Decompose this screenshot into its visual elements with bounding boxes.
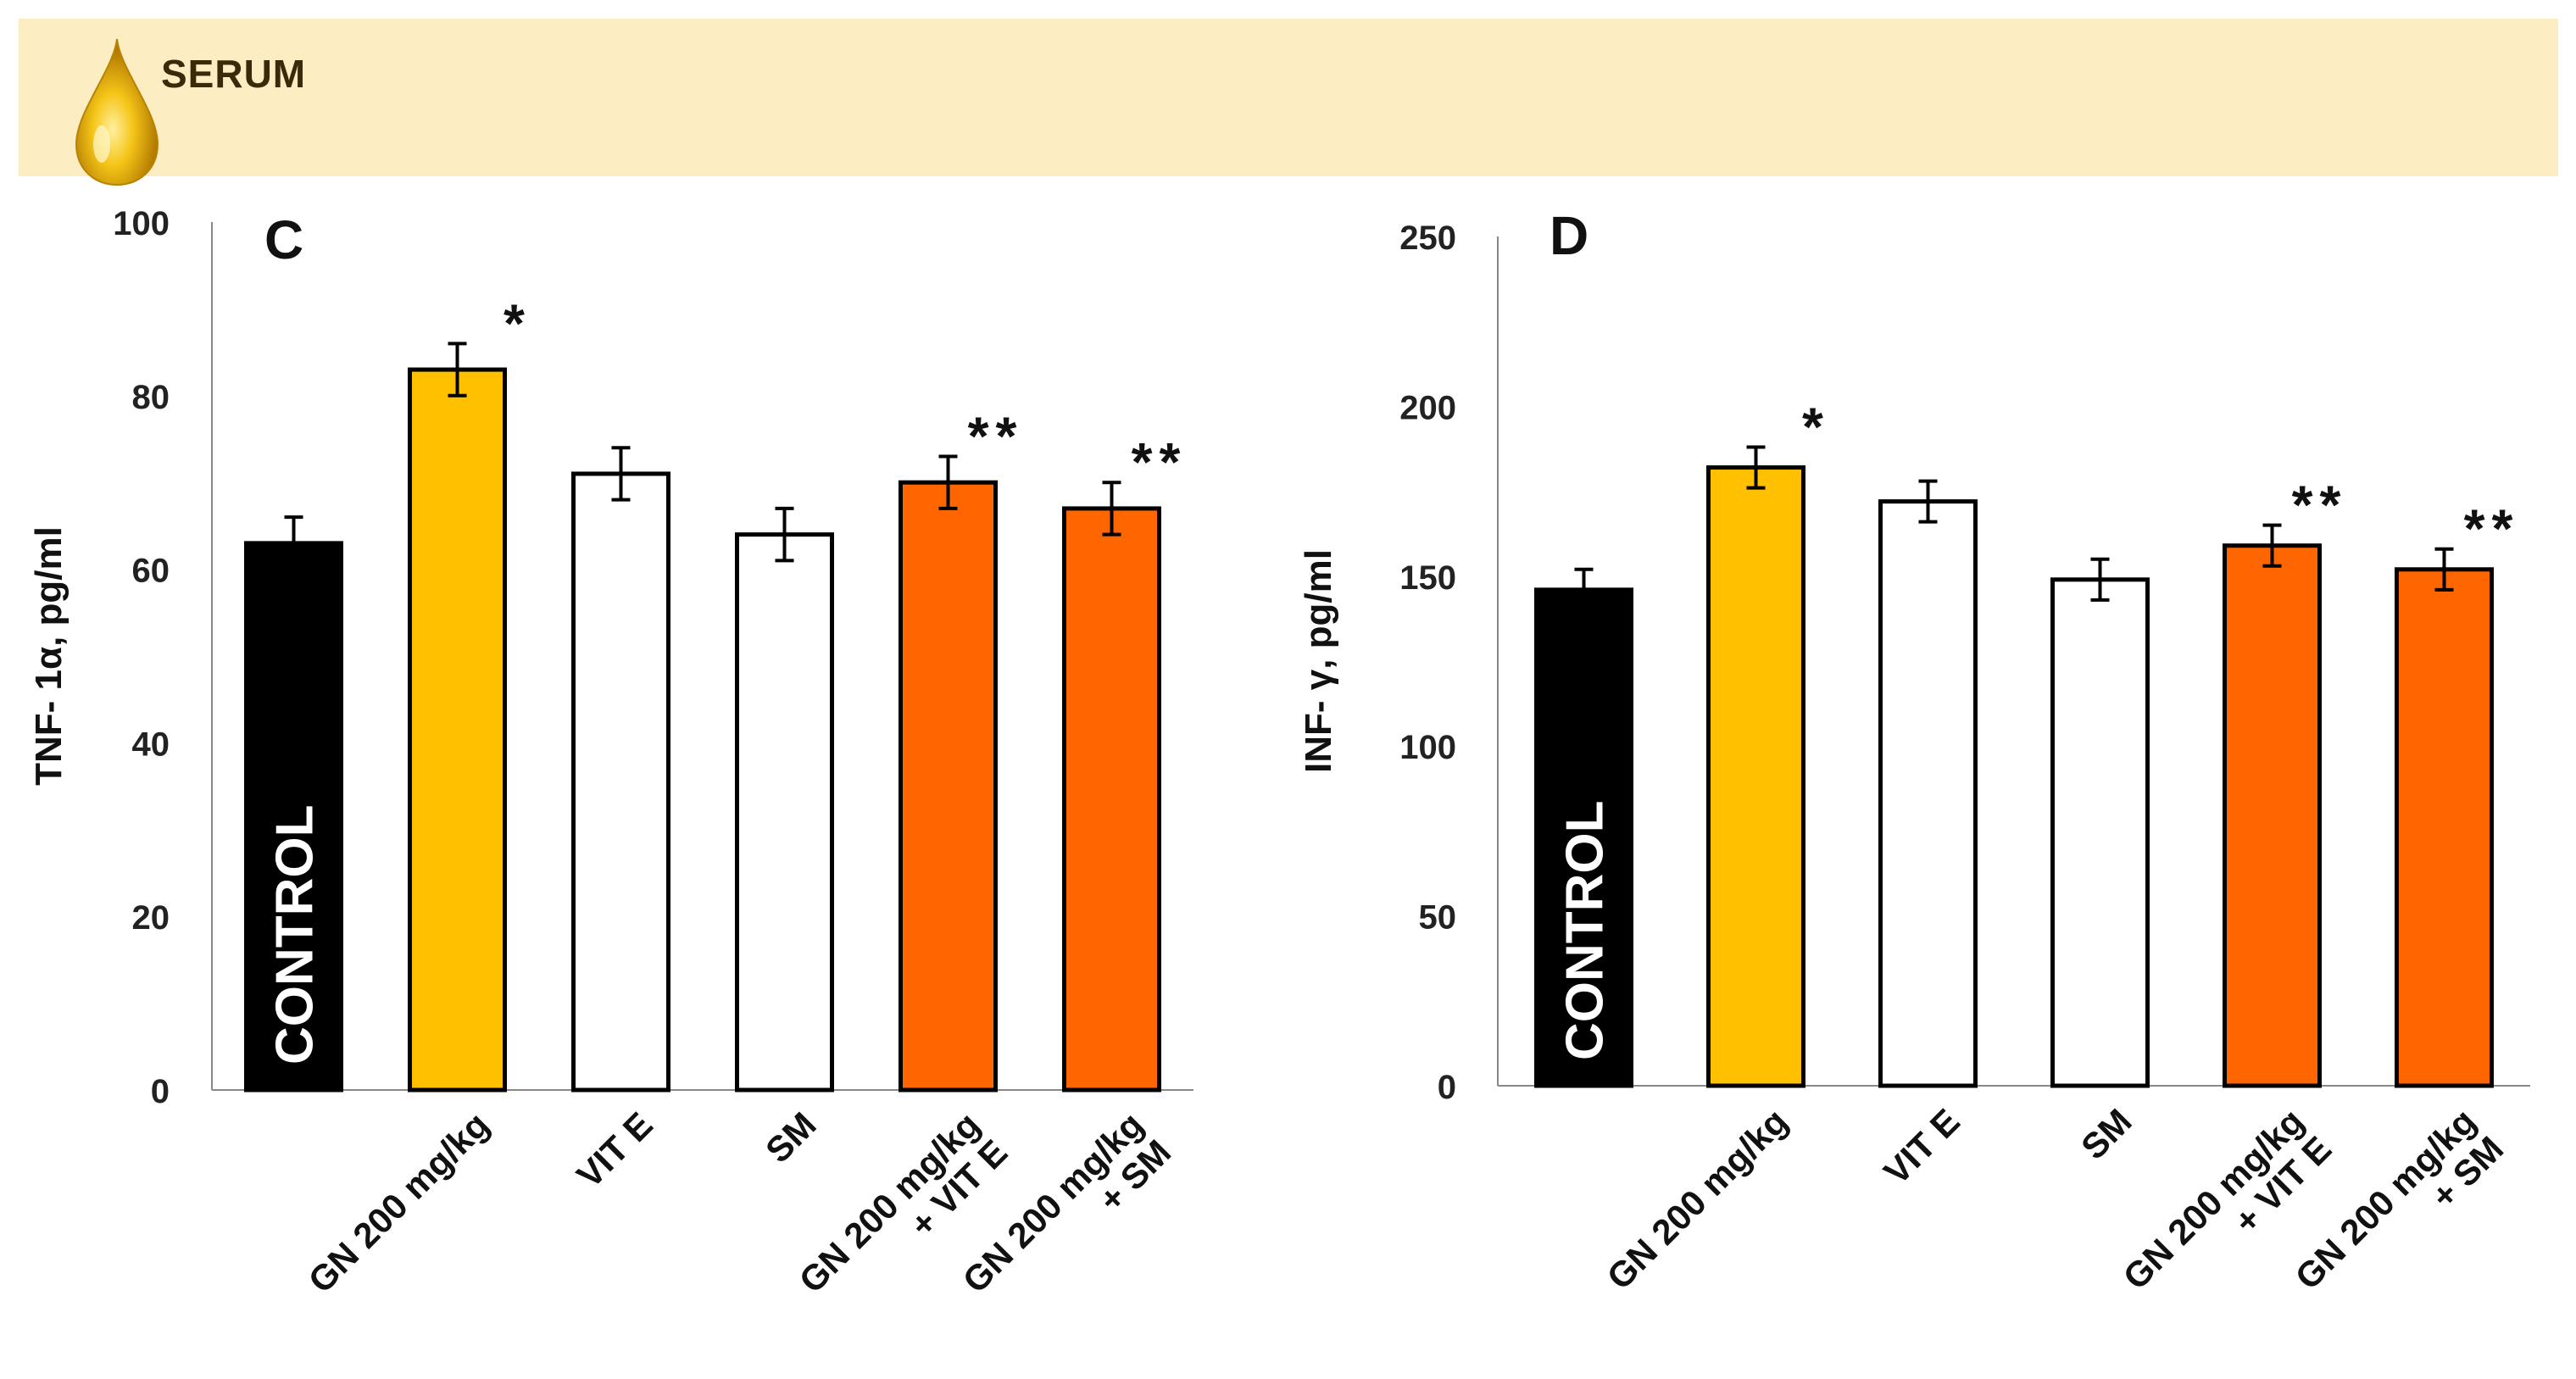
y-axis-title: TNF- 1α, pg/ml bbox=[28, 526, 70, 786]
bar bbox=[1878, 499, 1978, 1088]
category-label: GN 200 mg/kg bbox=[1599, 1101, 1794, 1297]
significance-mark: * bbox=[504, 292, 531, 353]
category-label: SM bbox=[2073, 1101, 2139, 1167]
bar bbox=[1534, 587, 1633, 1088]
bar bbox=[571, 471, 670, 1093]
y-tick-label: 150 bbox=[1399, 559, 1456, 597]
significance-mark: ** bbox=[2292, 475, 2348, 536]
y-tick-label: 40 bbox=[132, 726, 170, 763]
y-tick-label: 100 bbox=[1399, 729, 1456, 766]
category-label-group: SM bbox=[2073, 1101, 2139, 1167]
bar bbox=[1706, 465, 1805, 1088]
y-tick-label: 80 bbox=[132, 379, 170, 416]
bar bbox=[1062, 506, 1161, 1093]
y-tick-label: 0 bbox=[1438, 1069, 1456, 1106]
y-tick-label: 0 bbox=[151, 1073, 170, 1110]
banner-title: SERUM bbox=[161, 52, 307, 96]
y-tick-label: 200 bbox=[1399, 389, 1456, 426]
category-label-inside-bar: CONTROL bbox=[266, 804, 325, 1065]
bar bbox=[244, 541, 343, 1093]
category-label-group: GN 200 mg/kg+ VIT E bbox=[2115, 1101, 2339, 1297]
bar bbox=[735, 532, 834, 1093]
bar bbox=[2395, 567, 2494, 1088]
category-label-group: GN 200 mg/kg bbox=[1599, 1101, 1794, 1297]
category-label-group: GN 200 mg/kg+ SM bbox=[2287, 1101, 2511, 1297]
significance-mark: ** bbox=[968, 405, 1024, 466]
y-tick-label: 60 bbox=[132, 553, 170, 590]
oil-drop-icon bbox=[75, 38, 159, 186]
bar bbox=[2050, 577, 2150, 1088]
y-tick-label: 20 bbox=[132, 899, 170, 937]
y-tick-label: 250 bbox=[1399, 220, 1456, 257]
y-tick-label: 50 bbox=[1419, 899, 1457, 937]
significance-mark: ** bbox=[1132, 431, 1188, 492]
significance-mark: ** bbox=[2464, 498, 2520, 559]
y-tick-label: 100 bbox=[113, 205, 170, 242]
serum-banner: SERUM bbox=[19, 19, 2558, 186]
bar bbox=[899, 480, 998, 1093]
bar bbox=[2223, 543, 2322, 1088]
category-label: VIT E bbox=[1876, 1101, 1967, 1193]
category-label-group: VIT E bbox=[1876, 1101, 1967, 1193]
panel-label: D bbox=[1549, 205, 1588, 266]
category-label-inside-bar: CONTROL bbox=[1556, 800, 1615, 1060]
panel-label: C bbox=[264, 209, 303, 270]
bar bbox=[408, 367, 507, 1093]
significance-mark: * bbox=[1802, 396, 1830, 457]
y-axis-title: INF- γ, pg/ml bbox=[1298, 549, 1339, 773]
